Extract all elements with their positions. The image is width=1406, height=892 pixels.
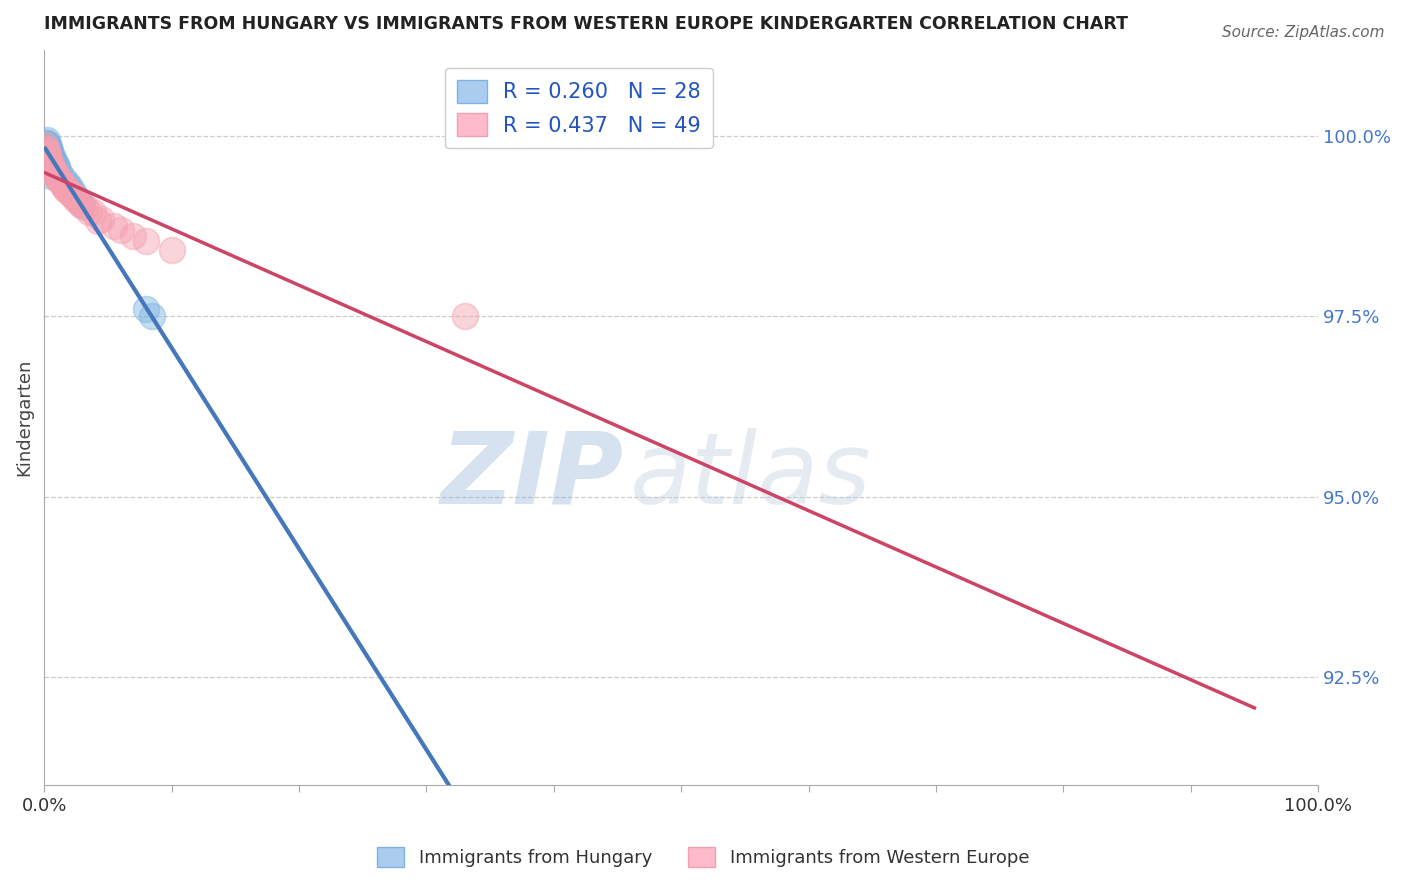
Point — [37, 149, 59, 163]
Point — [34, 137, 56, 152]
Point — [49, 174, 72, 188]
Point — [51, 176, 73, 190]
Point — [53, 179, 76, 194]
Point — [56, 183, 79, 197]
Text: Source: ZipAtlas.com: Source: ZipAtlas.com — [1222, 25, 1385, 40]
Point — [55, 183, 77, 197]
Point — [35, 158, 58, 172]
Point — [160, 243, 183, 257]
Point — [135, 302, 157, 317]
Point — [82, 205, 104, 219]
Y-axis label: Kindergarten: Kindergarten — [15, 359, 32, 476]
Point — [52, 178, 75, 193]
Point — [122, 228, 145, 243]
Point — [58, 179, 80, 194]
Point — [35, 133, 58, 147]
Point — [41, 149, 63, 163]
Point — [90, 212, 112, 227]
Point — [44, 154, 66, 169]
Point — [135, 234, 157, 248]
Point — [58, 186, 80, 200]
Point — [35, 151, 58, 165]
Point — [69, 195, 91, 210]
Point — [34, 142, 56, 156]
Point — [110, 223, 132, 237]
Point — [39, 169, 62, 183]
Point — [37, 137, 59, 152]
Point — [62, 186, 84, 200]
Point — [39, 156, 62, 170]
Point — [66, 190, 89, 204]
Point — [35, 142, 58, 156]
Point — [45, 169, 67, 184]
Point — [38, 165, 60, 179]
Point — [42, 164, 65, 178]
Point — [72, 198, 94, 212]
Point — [59, 186, 82, 201]
Point — [77, 205, 100, 219]
Point — [45, 160, 67, 174]
Point — [38, 160, 60, 174]
Point — [63, 191, 86, 205]
Point — [48, 165, 70, 179]
Point — [44, 165, 66, 179]
Point — [42, 153, 65, 167]
Point — [45, 168, 67, 182]
Point — [141, 310, 163, 324]
Point — [65, 193, 87, 207]
Point — [52, 171, 75, 186]
Point — [42, 161, 65, 176]
Point — [86, 213, 108, 227]
Point — [37, 136, 59, 151]
Point — [56, 176, 79, 190]
Point — [37, 147, 59, 161]
Point — [46, 171, 69, 186]
Point — [453, 310, 475, 324]
Point — [39, 158, 62, 172]
Point — [73, 200, 96, 214]
Point — [103, 219, 125, 234]
Point — [48, 172, 70, 186]
Point — [38, 153, 60, 167]
Point — [34, 140, 56, 154]
Point — [35, 145, 58, 160]
Point — [41, 161, 63, 176]
Point — [60, 188, 83, 202]
Point — [70, 198, 93, 212]
Point — [37, 149, 59, 163]
Text: IMMIGRANTS FROM HUNGARY VS IMMIGRANTS FROM WESTERN EUROPE KINDERGARTEN CORRELATI: IMMIGRANTS FROM HUNGARY VS IMMIGRANTS FR… — [44, 15, 1128, 33]
Point — [38, 142, 60, 156]
Text: ZIP: ZIP — [441, 427, 624, 524]
Point — [38, 140, 60, 154]
Text: atlas: atlas — [630, 427, 872, 524]
Point — [35, 145, 58, 160]
Legend: R = 0.260   N = 28, R = 0.437   N = 49: R = 0.260 N = 28, R = 0.437 N = 49 — [444, 68, 713, 148]
Point — [46, 169, 69, 184]
Point — [38, 164, 60, 178]
Point — [45, 156, 67, 170]
Point — [38, 154, 60, 169]
Point — [44, 165, 66, 179]
Point — [35, 136, 58, 151]
Point — [38, 153, 60, 167]
Point — [37, 154, 59, 169]
Point — [38, 144, 60, 158]
Legend: Immigrants from Hungary, Immigrants from Western Europe: Immigrants from Hungary, Immigrants from… — [370, 839, 1036, 874]
Point — [39, 145, 62, 160]
